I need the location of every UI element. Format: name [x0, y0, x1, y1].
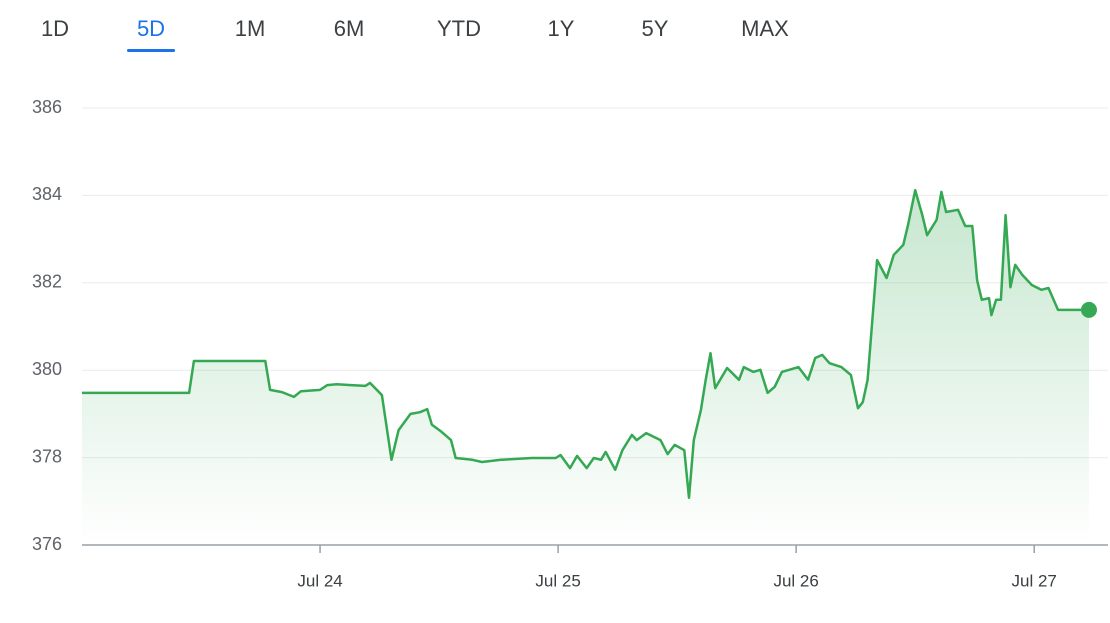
y-tick-label: 386	[32, 97, 62, 117]
x-tick-label: Jul 26	[773, 571, 818, 590]
x-tick-label: Jul 27	[1012, 571, 1057, 590]
y-tick-label: 382	[32, 272, 62, 292]
range-tab[interactable]: 6M	[334, 16, 365, 41]
last-point	[1080, 301, 1097, 318]
range-tab[interactable]: 1M	[235, 16, 266, 41]
range-tab[interactable]: 5Y	[642, 16, 669, 41]
y-tick-label: 378	[32, 446, 62, 466]
y-tick-label: 380	[32, 359, 62, 379]
range-tab[interactable]: YTD	[437, 16, 481, 41]
range-tab[interactable]: MAX	[741, 16, 789, 41]
range-tab[interactable]: 1D	[41, 16, 69, 41]
y-tick-label: 384	[32, 184, 62, 204]
area	[82, 190, 1089, 545]
x-tick-label: Jul 24	[297, 571, 342, 590]
price-line	[82, 188, 1089, 500]
range-tab[interactable]: 1Y	[548, 16, 575, 41]
tab-underline	[126, 49, 176, 52]
range-tab[interactable]: 5D	[137, 16, 165, 41]
x-tick-label: Jul 25	[535, 571, 580, 590]
y-tick-label: 376	[32, 534, 62, 554]
